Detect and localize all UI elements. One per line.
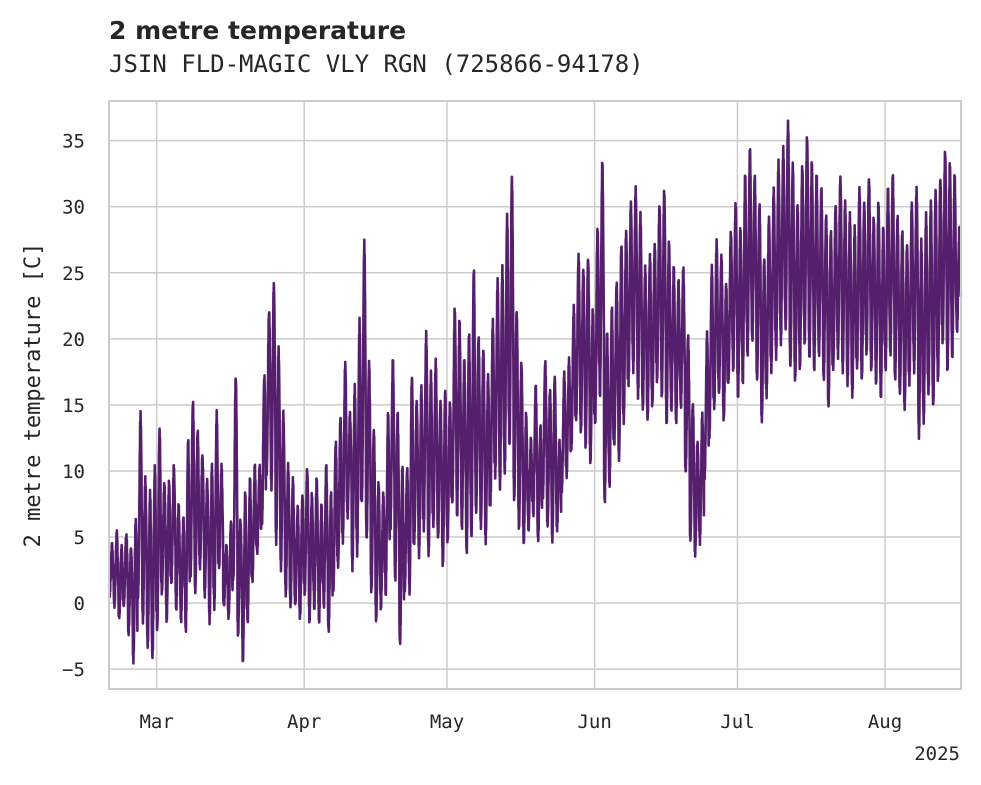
x-tick-label: Apr bbox=[287, 711, 321, 733]
x-axis-ticks: Mar Apr May Jun Jul Aug bbox=[139, 711, 902, 733]
y-tick-label: 20 bbox=[62, 329, 85, 351]
y-tick-label: −5 bbox=[62, 659, 85, 681]
series-layer bbox=[107, 119, 963, 665]
y-tick-label: 35 bbox=[62, 131, 85, 153]
x-tick-label: May bbox=[430, 711, 464, 733]
y-tick-label: 30 bbox=[62, 197, 85, 219]
plot-frame bbox=[108, 100, 962, 690]
temperature-series-line bbox=[107, 119, 963, 665]
y-axis-label: 2 metre temperature [C] bbox=[21, 243, 46, 548]
y-tick-label: 15 bbox=[62, 395, 85, 417]
x-tick-label: Aug bbox=[868, 711, 902, 733]
x-tick-label: Jul bbox=[720, 711, 754, 733]
x-axis-year-label: 2025 bbox=[914, 743, 960, 765]
chart-subtitle: JSIN FLD-MAGIC VLY RGN (725866-94178) bbox=[109, 50, 644, 78]
x-tick-label: Jun bbox=[577, 711, 611, 733]
y-tick-label: 10 bbox=[62, 461, 85, 483]
chart-title: 2 metre temperature bbox=[109, 16, 407, 45]
y-tick-label: 0 bbox=[74, 593, 85, 615]
y-tick-label: 25 bbox=[62, 263, 85, 285]
y-axis-ticks: −5 0 5 10 15 20 25 30 35 bbox=[62, 131, 85, 682]
y-tick-label: 5 bbox=[74, 527, 85, 549]
x-tick-label: Mar bbox=[139, 711, 173, 733]
